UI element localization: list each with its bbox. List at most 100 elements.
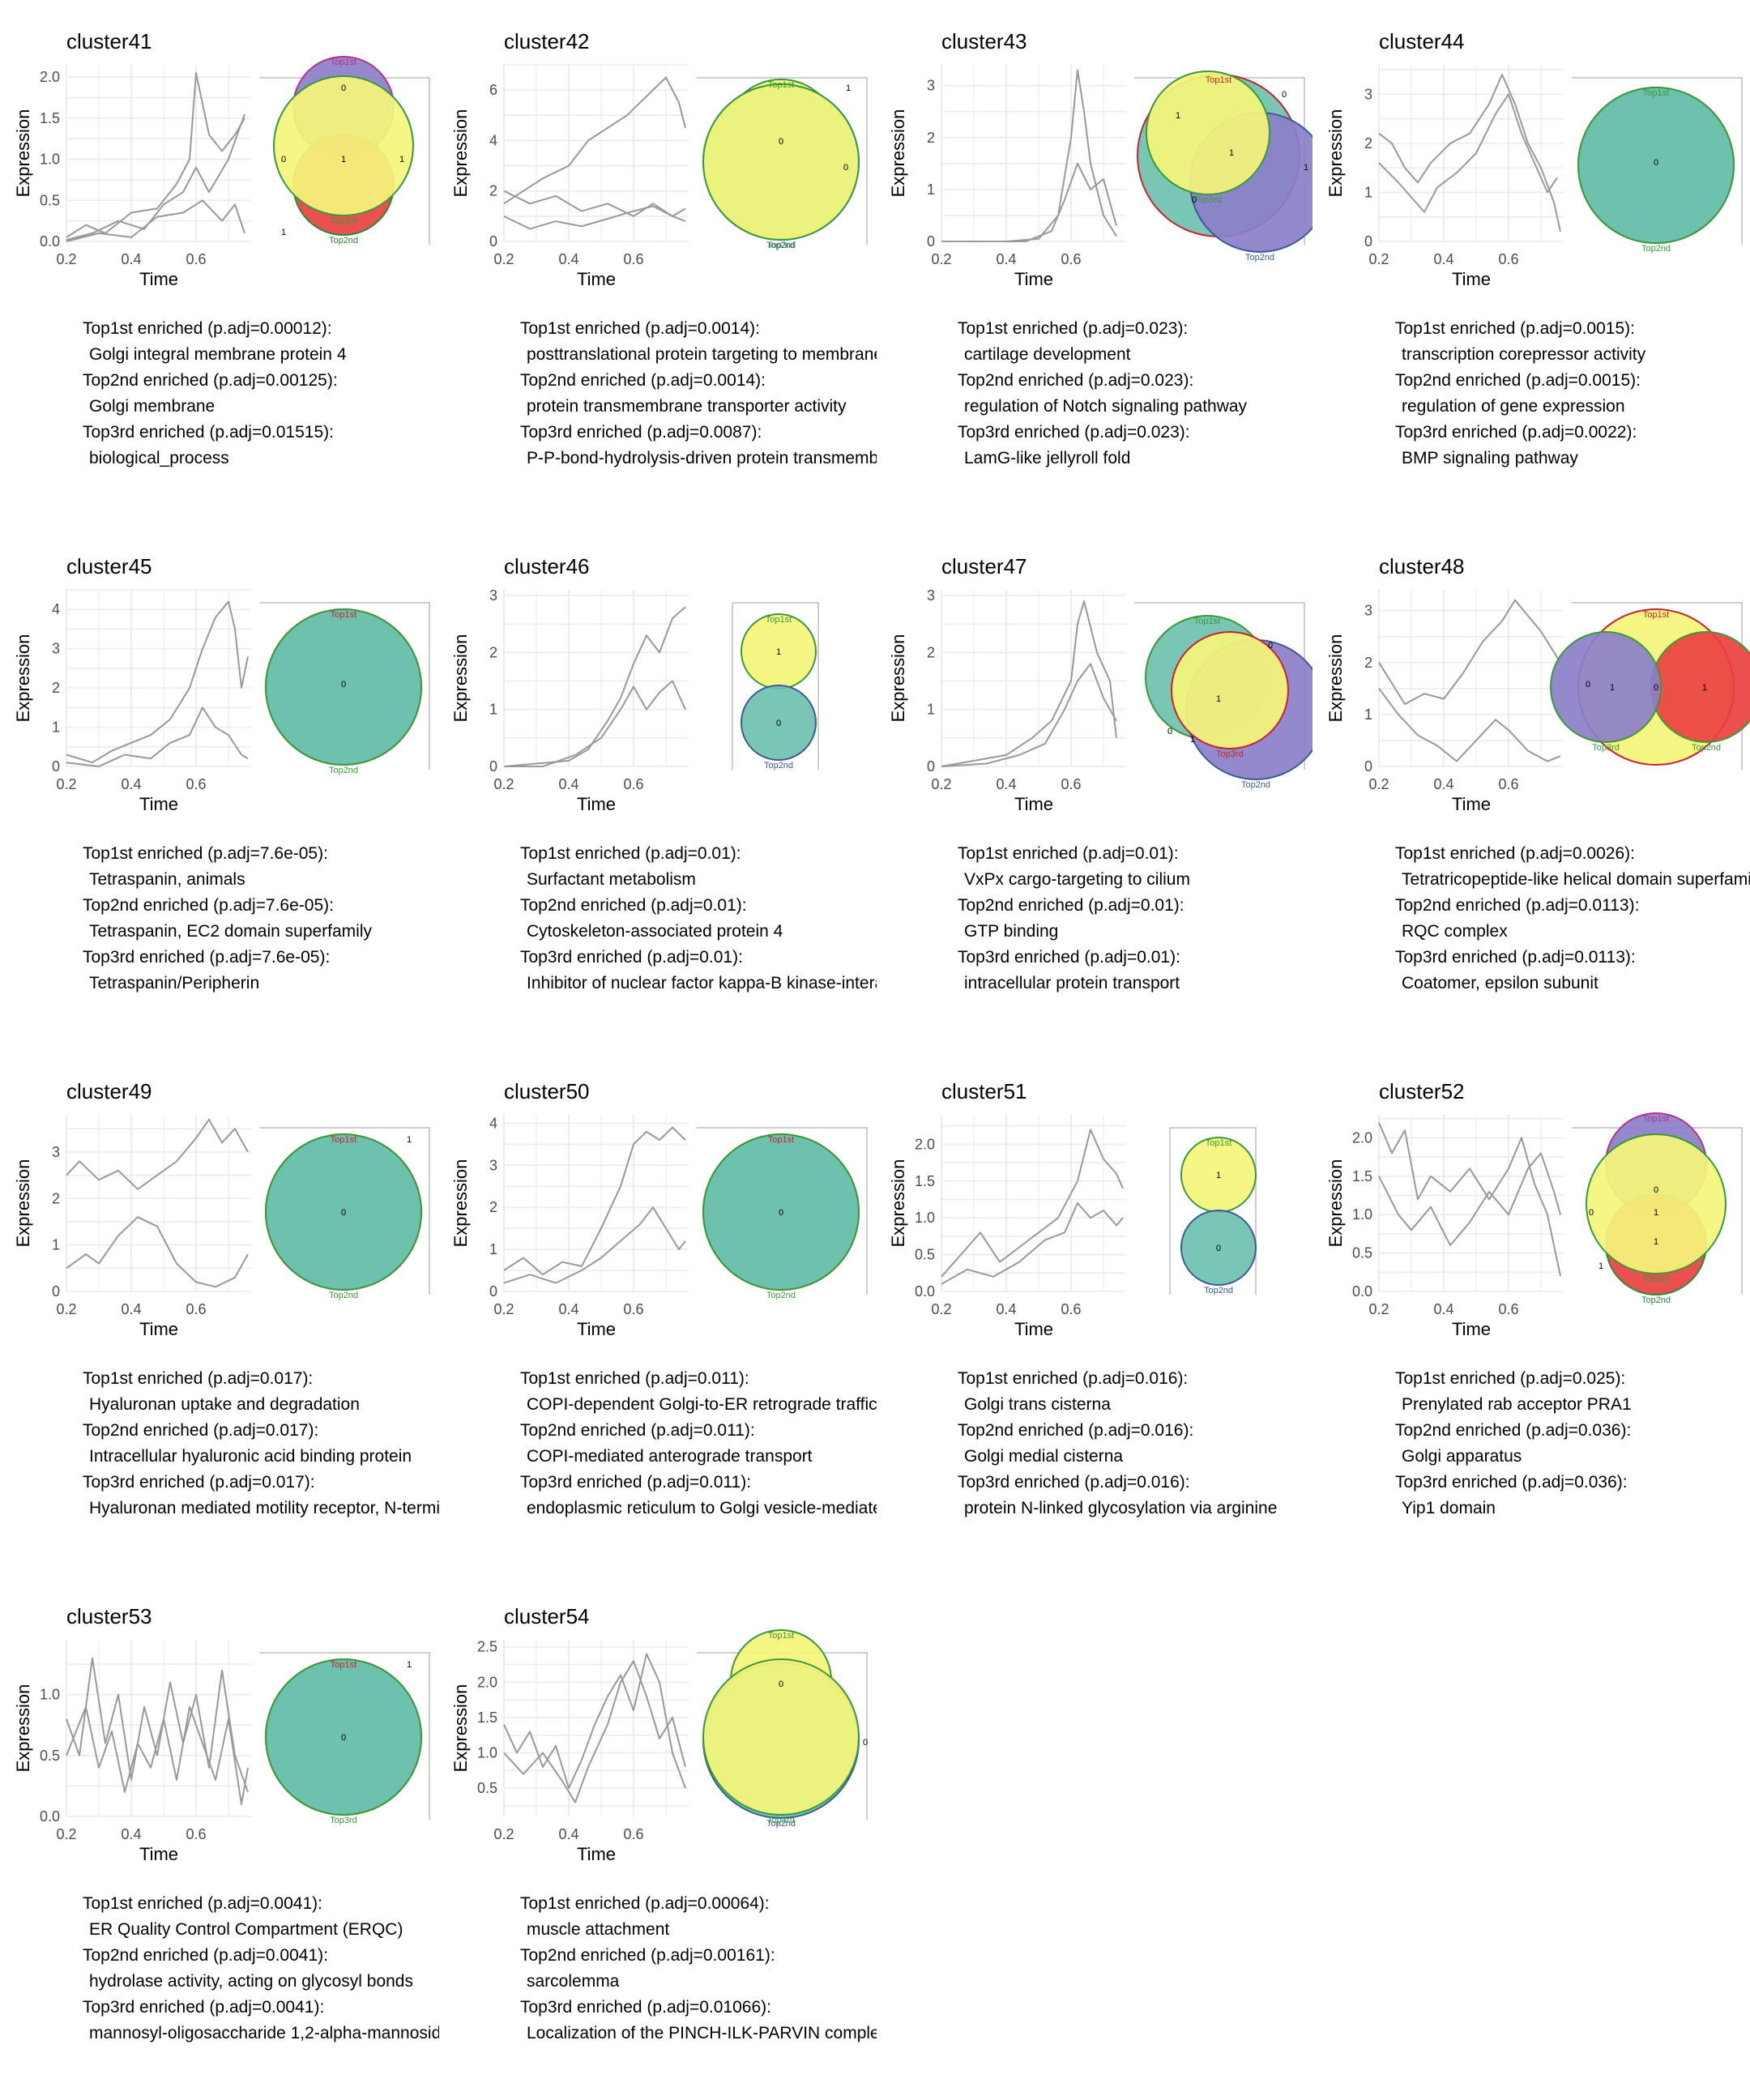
venn-set-label: Top2nd	[1692, 743, 1721, 753]
x-tick-label: 0.4	[996, 776, 1016, 792]
enrichment-heading: Top3rd enriched (p.adj=0.01):	[520, 948, 743, 967]
series-line	[66, 600, 249, 764]
enrichment-heading: Top1st enriched (p.adj=0.016):	[958, 1369, 1189, 1388]
enrichment-heading: Top1st enriched (p.adj=0.017):	[83, 1369, 314, 1388]
x-axis-label: Time	[139, 1319, 178, 1339]
venn-diagram: Top1st Top2nd 0	[1572, 77, 1743, 254]
series-line	[66, 1705, 249, 1805]
x-axis-label: Time	[1452, 1319, 1491, 1339]
enrichment-summary: Top1st enriched (p.adj=0.0014): posttrans…	[520, 316, 877, 472]
y-tick-label: 1	[489, 702, 497, 718]
venn-count-label: 0	[1192, 195, 1197, 205]
x-tick-label: 0.4	[558, 776, 578, 792]
y-tick-label: 0	[52, 758, 60, 775]
enrichment-summary: Top1st enriched (p.adj=0.00012): Golgi in…	[83, 316, 439, 472]
enrichment-term: mannosyl-oligosaccharide 1,2-alpha-manno…	[89, 2024, 439, 2042]
expression-plot: 0.2 0.4 0.6 0.5 1.0 1.5 2.0 2.5 Time Expression To…	[450, 1629, 868, 1864]
enrichment-heading: Top1st enriched (p.adj=0.0014):	[520, 319, 760, 338]
y-tick-label: 1	[1364, 184, 1372, 200]
enrichment-heading: Top1st enriched (p.adj=0.01):	[520, 844, 741, 863]
y-tick-label: 2.0	[40, 69, 60, 85]
series-line	[1378, 1122, 1561, 1277]
x-axis-label: Time	[139, 269, 178, 289]
x-tick-label: 0.4	[121, 1826, 141, 1842]
cluster-panel: cluster49 0.2 0.4 0.6 0 1 2 3 Time Expression Top1…	[0, 1050, 439, 1575]
x-tick-label: 0.2	[56, 1301, 76, 1317]
x-tick-label: 0.2	[56, 251, 76, 267]
y-tick-label: 0	[1364, 233, 1372, 250]
y-tick-label: 2	[927, 644, 935, 660]
series-line	[66, 72, 245, 238]
enrichment-summary: Top1st enriched (p.adj=0.0015): transcrip…	[1395, 316, 1750, 472]
series-line	[941, 600, 1117, 767]
enrichment-heading: Top1st enriched (p.adj=0.00064):	[520, 1894, 770, 1913]
plot-area	[1379, 590, 1564, 766]
enrichment-heading: Top1st enriched (p.adj=0.025):	[1395, 1369, 1626, 1388]
x-axis-label: Time	[1014, 794, 1053, 814]
enrichment-heading: Top1st enriched (p.adj=0.01):	[958, 844, 1179, 863]
venn-frame	[1572, 77, 1743, 245]
gridlines	[941, 65, 1126, 242]
enrichment-heading: Top3rd enriched (p.adj=0.017):	[83, 1473, 315, 1492]
enrichment-heading: Top3rd enriched (p.adj=0.01):	[958, 948, 1180, 967]
venn-circle	[265, 608, 422, 766]
y-tick-label: 2	[489, 183, 497, 199]
enrichment-term: protein N-linked glycosylation via argin…	[964, 1499, 1278, 1517]
venn-count-label: 0	[1268, 641, 1273, 651]
x-tick-label: 0.6	[186, 1826, 206, 1842]
enrichment-term: RQC complex	[1402, 922, 1508, 941]
enrichment-heading: Top2nd enriched (p.adj=0.0113):	[1395, 896, 1640, 915]
y-tick-label: 3	[489, 587, 497, 604]
plot-area	[66, 65, 251, 241]
y-axis-label: Expression	[888, 634, 908, 723]
x-tick-label: 0.4	[558, 251, 578, 267]
venn-count-label: 0	[1654, 158, 1658, 168]
plot-area	[504, 590, 689, 766]
enrichment-summary: Top1st enriched (p.adj=0.023): cartilage …	[958, 316, 1314, 472]
cluster-panel: cluster47 0.2 0.4 0.6 0 1 2 3 Time Expression Top1…	[875, 525, 1312, 1050]
enrichment-term: BMP signaling pathway	[1402, 449, 1578, 467]
gridlines	[1378, 1115, 1564, 1292]
enrichment-heading: Top1st enriched (p.adj=0.0015):	[1395, 319, 1635, 338]
x-tick-label: 0.2	[493, 776, 514, 792]
plot-area	[66, 1640, 251, 1816]
y-tick-label: 0	[927, 233, 935, 250]
y-axis-label: Expression	[13, 109, 33, 198]
x-axis-label: Time	[577, 794, 616, 814]
cluster-title: cluster50	[504, 1079, 590, 1103]
venn-count-label: 1	[341, 155, 346, 164]
y-tick-label: 3	[1364, 603, 1372, 619]
enrichment-term: posttranslational protein targeting to m…	[527, 345, 877, 364]
venn-set-label: Top1st	[331, 1135, 356, 1145]
venn-frame	[1170, 1127, 1257, 1295]
enrichment-term: Golgi medial cisterna	[964, 1447, 1124, 1466]
enrichment-heading: Top2nd enriched (p.adj=0.00161):	[520, 1946, 775, 1965]
y-axis-label: Expression	[13, 634, 33, 723]
series-line	[503, 205, 686, 230]
y-tick-label: 1	[52, 719, 60, 736]
enrichment-heading: Top3rd enriched (p.adj=0.01515):	[83, 423, 334, 442]
enrichment-heading: Top3rd enriched (p.adj=0.01066):	[520, 1998, 771, 2017]
expression-plot: 0.2 0.4 0.6 0 2 4 6 Time Expression Top1st Top2ndT…	[450, 64, 868, 289]
enrichment-term: Tetraspanin, EC2 domain superfamily	[89, 922, 373, 941]
cluster-title: cluster44	[1379, 29, 1465, 53]
x-tick-label: 0.4	[1433, 776, 1453, 792]
venn-frame	[732, 602, 819, 770]
x-tick-label: 0.2	[1368, 1301, 1389, 1317]
y-tick-label: 0	[1364, 758, 1372, 775]
enrichment-term: Cytoskeleton-associated protein 4	[527, 922, 783, 941]
x-tick-label: 0.2	[56, 1826, 76, 1842]
y-tick-label: 1.0	[477, 1745, 497, 1761]
venn-set-label: Top2nd	[1641, 244, 1671, 254]
y-tick-label: 0.5	[477, 1780, 497, 1796]
y-axis-label: Expression	[888, 1159, 908, 1248]
y-axis-label: Expression	[888, 109, 908, 198]
enrichment-term: Tetraspanin/Peripherin	[89, 974, 260, 992]
venn-count-label: 0	[1216, 1244, 1221, 1253]
enrichment-summary: Top1st enriched (p.adj=0.01): VxPx cargo-…	[958, 841, 1314, 997]
y-tick-label: 1	[927, 181, 935, 198]
venn-set-label: Top2nd	[1245, 253, 1274, 262]
x-tick-label: 0.4	[1433, 1301, 1453, 1317]
